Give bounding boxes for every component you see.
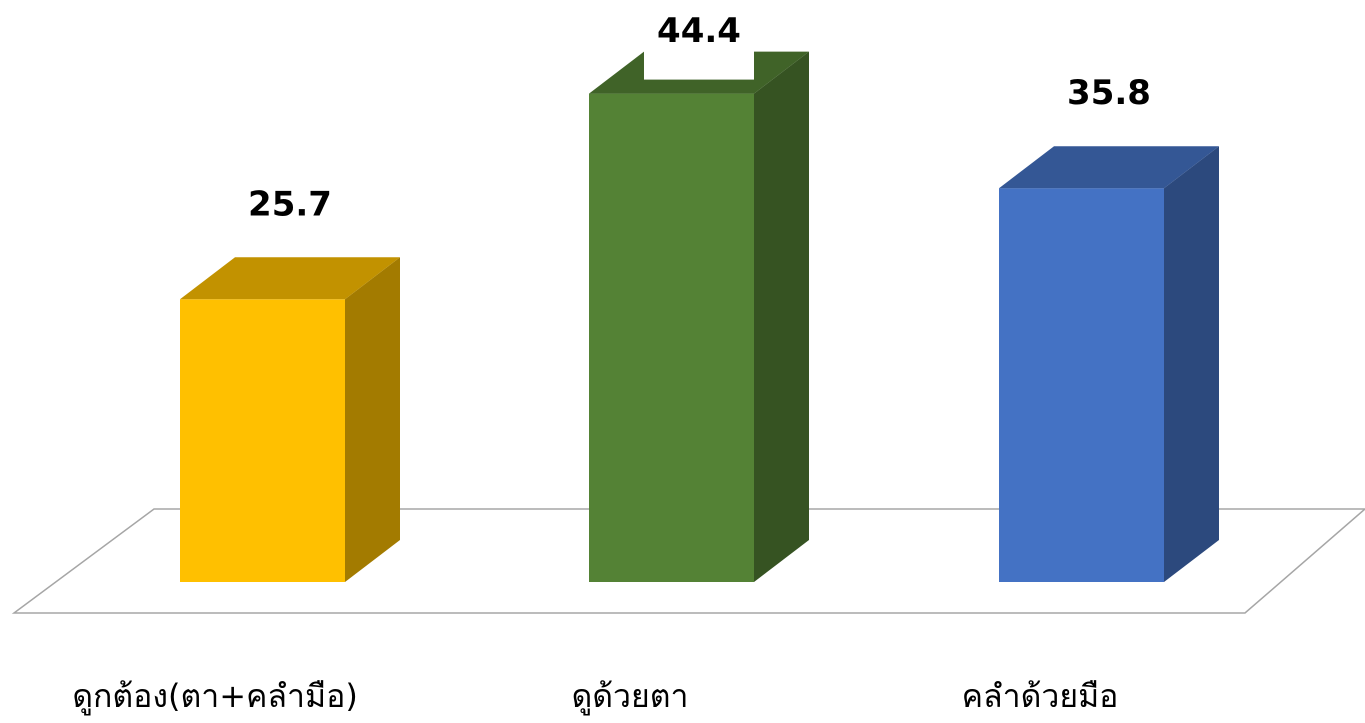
data-label: 25.7 — [248, 184, 332, 224]
bar-front-face — [180, 299, 345, 582]
data-label: 44.4 — [657, 11, 741, 51]
bar-side-face — [1164, 146, 1219, 582]
category-label: ดูกต้อง(ตา+คลำมือ) — [72, 677, 358, 716]
category-label: ดูด้วยตา — [571, 677, 688, 716]
bar-side-face — [754, 51, 809, 583]
bar-3 — [999, 146, 1219, 582]
bar-top-face — [999, 146, 1219, 189]
bar-front-face — [589, 93, 754, 582]
value-labels-group: 25.7 44.4 35.8 — [248, 0, 1151, 224]
category-label: คลำด้วยมือ — [962, 677, 1119, 715]
data-label: 35.8 — [1067, 73, 1151, 113]
bar-top-face — [180, 257, 400, 300]
bar-front-face — [999, 188, 1164, 582]
bar-side-face — [345, 257, 400, 582]
bars-group — [180, 51, 1219, 583]
bar-2 — [589, 51, 809, 583]
bar-1 — [180, 257, 400, 582]
category-labels-group: ดูกต้อง(ตา+คลำมือ) ดูด้วยตา คลำด้วยมือ — [72, 677, 1118, 716]
data-label-background — [644, 0, 754, 80]
